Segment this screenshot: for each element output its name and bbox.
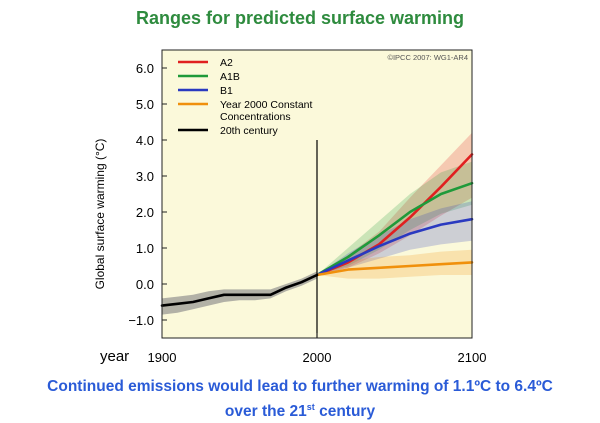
caption-line-2-post: century [314, 403, 376, 421]
y-tick-label: 1.0 [136, 241, 154, 256]
y-tick-label: 6.0 [136, 61, 154, 76]
year-label: year [100, 348, 130, 365]
series-line-A2 [315, 153, 474, 277]
legend-label: A2 [220, 57, 233, 69]
band-century20 [162, 271, 317, 315]
y-tick-label: 2.0 [136, 205, 154, 220]
y-tick-label: 5.0 [136, 97, 154, 112]
y-tick-label: 0.0 [136, 277, 154, 292]
series-line-constant [315, 261, 474, 277]
legend-label-line2: Concentrations [220, 111, 291, 123]
series-line-B1 [315, 217, 474, 277]
caption-line-2: over the 21st century [0, 397, 600, 422]
legend-label: A1B [220, 71, 240, 83]
y-tick-label: 3.0 [136, 169, 154, 184]
x-tick-label: 1900 [148, 350, 177, 365]
y-tick-label: 4.0 [136, 133, 154, 148]
caption: Continued emissions would lead to furthe… [0, 376, 600, 422]
x-axis-ticks: 1900 2000 2100 [148, 333, 487, 365]
series-lines [160, 153, 474, 307]
y-axis-label: Global surface warming (°C) [93, 139, 107, 290]
caption-line-2-pre: over the 21 [224, 403, 307, 421]
caption-superscript: st [306, 402, 315, 412]
legend-label: B1 [220, 85, 233, 97]
y-tick-label: −1.0 [128, 313, 154, 328]
caption-line-1: Continued emissions would lead to furthe… [47, 378, 553, 395]
band-A1B [317, 161, 472, 275]
legend-label: 20th century [220, 125, 279, 137]
series-line-A1B [315, 181, 474, 277]
band-constant [317, 249, 472, 279]
y-axis-ticks: −1.0 0.0 1.0 2.0 3.0 4.0 5.0 6.0 [128, 61, 167, 328]
series-line-century20 [160, 273, 319, 307]
copyright-text: ©IPCC 2007: WG1-AR4 [387, 53, 468, 62]
legend-label: Year 2000 Constant [220, 99, 313, 111]
band-A2 [317, 132, 472, 275]
x-tick-label: 2100 [458, 350, 487, 365]
slide-title: Ranges for predicted surface warming [135, 8, 465, 28]
x-tick-label: 2000 [303, 350, 332, 365]
